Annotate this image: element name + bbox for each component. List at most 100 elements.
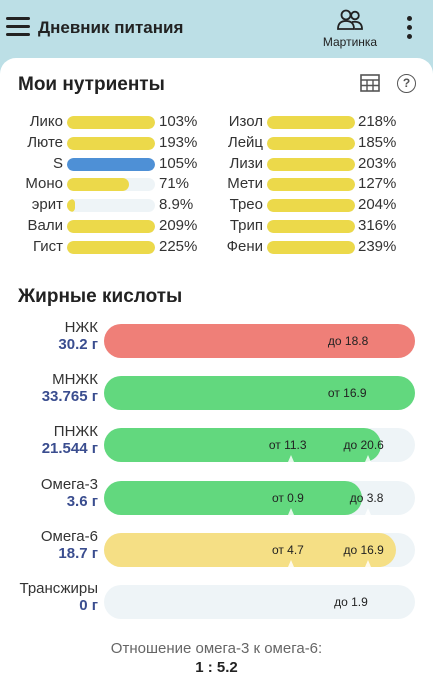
nutrient-name: Лейц: [227, 133, 263, 151]
nutrient-row[interactable]: Трип 316%: [210, 216, 433, 237]
fatty-acid-name: Трансжиры: [19, 580, 99, 597]
nutrient-percent: 209%: [159, 216, 198, 234]
nutrient-bar: [267, 199, 355, 213]
nutrient-row[interactable]: Лико 103%: [0, 112, 210, 133]
nutrient-row[interactable]: Фени 239%: [210, 237, 433, 258]
fatty-acid-bar: от 0.9 до 3.8: [104, 480, 415, 515]
fatty-acid-bar-fill: [104, 376, 415, 411]
nutrient-bar-fill: [67, 157, 155, 171]
nutrient-name: Трип: [229, 216, 263, 234]
fatty-acid-row[interactable]: ПНЖК 21.544 г от 11.3 до 20.6: [0, 423, 433, 471]
nutrient-name: Лизи: [229, 154, 263, 172]
nutrient-row[interactable]: Трео 204%: [210, 195, 433, 216]
more-options-icon[interactable]: [402, 16, 416, 42]
help-icon[interactable]: ?: [397, 74, 416, 93]
nutrient-name: Моно: [25, 175, 63, 193]
nutrient-bar: [67, 116, 155, 129]
fatty-acid-amount: 0 г: [79, 597, 98, 614]
nutrient-bar-fill: [67, 240, 155, 254]
fatty-acid-amount: 18.7 г: [58, 544, 98, 562]
nutrient-name: Трео: [229, 196, 263, 214]
nutrient-name: Мети: [227, 175, 263, 193]
nutrient-name: Изол: [228, 113, 263, 130]
nutrient-bar-fill: [67, 219, 155, 233]
range-marker: [365, 559, 372, 567]
nutrient-bar-fill: [67, 136, 155, 150]
fatty-acid-amount: 30.2 г: [58, 336, 98, 353]
nutrient-percent: 203%: [358, 154, 397, 172]
nutrient-bar: [67, 157, 155, 171]
nutrient-name: Лико: [29, 113, 63, 130]
profile-button[interactable]: Мартинка: [314, 8, 386, 49]
nutrient-bar: [267, 157, 355, 171]
nutrient-bar: [267, 240, 355, 254]
fatty-acid-bar: от 16.9: [104, 376, 415, 411]
fatty-acid-amount: 33.765 г: [41, 388, 98, 406]
range-marker: [287, 455, 294, 463]
fatty-acid-row[interactable]: Омега-3 3.6 г от 0.9 до 3.8: [0, 476, 433, 524]
range-marker: [365, 455, 372, 463]
nutrient-row[interactable]: Гист 225%: [0, 237, 210, 258]
omega-ratio-label: Отношение омега-3 к омега-6:: [110, 640, 323, 657]
range-label: до 1.9: [334, 595, 368, 609]
nutrient-row[interactable]: Вали 209%: [0, 216, 210, 237]
nutrient-bar: [267, 116, 355, 129]
range-label: от 11.3: [268, 438, 307, 453]
fatty-acid-bar: от 4.7 до 16.9: [104, 532, 415, 567]
table-icon[interactable]: [360, 74, 380, 92]
nutrient-name: S: [52, 154, 63, 172]
nutrient-percent: 225%: [159, 237, 198, 255]
nutrient-row[interactable]: Моно 71%: [0, 174, 210, 195]
nutrient-row[interactable]: эрит 8.9%: [0, 195, 210, 216]
nutrient-percent: 127%: [358, 175, 397, 193]
nutrient-bar: [67, 219, 155, 233]
nutrients-right-column: Изол 218% Лейц 185% Лизи 203% Мети 127% Трео 204%…: [210, 112, 433, 258]
range-label: от 16.9: [327, 386, 367, 401]
nutrient-row[interactable]: Изол 218%: [210, 112, 433, 133]
nutrient-row[interactable]: Лейц 185%: [210, 133, 433, 154]
nutrient-bar: [67, 136, 155, 150]
menu-icon[interactable]: [6, 17, 30, 37]
nutrient-bar: [267, 219, 355, 233]
nutrient-percent: 71%: [159, 175, 190, 193]
nutrient-row[interactable]: S 105%: [0, 154, 210, 175]
nutrient-row[interactable]: Люте 193%: [0, 133, 210, 154]
nutrient-name: Фени: [226, 237, 263, 255]
nutrient-bar-fill: [67, 116, 155, 129]
nutrient-name: Люте: [27, 133, 63, 151]
range-label: от 4.7: [271, 542, 304, 557]
nutrient-bar-fill: [67, 178, 130, 192]
fatty-acid-name: МНЖК: [52, 371, 98, 389]
nutrient-bar-fill: [67, 199, 75, 213]
nutrient-percent: 316%: [358, 216, 397, 234]
nutrient-bar: [267, 178, 355, 192]
nutrient-bar-fill: [267, 157, 355, 171]
app-title: Дневник питания: [38, 18, 184, 37]
top-app-bar: Дневник питания Мартинка: [0, 0, 433, 58]
fatty-acid-bar-fill: [104, 428, 381, 463]
nutrient-row[interactable]: Лизи 203%: [210, 154, 433, 175]
nutrient-percent: 193%: [159, 133, 198, 151]
profile-name: Мартинка: [322, 35, 378, 49]
nutrient-percent: 204%: [358, 196, 397, 214]
nutrient-bar-fill: [267, 116, 355, 129]
fatty-acid-name: Омега-6: [40, 527, 98, 545]
range-label: от 0.9: [271, 490, 304, 505]
nutrient-row[interactable]: Мети 127%: [210, 174, 433, 195]
nutrient-percent: 8.9%: [159, 196, 194, 214]
fatty-acid-row[interactable]: НЖК 30.2 г до 18.8: [0, 319, 433, 367]
fatty-acid-row[interactable]: МНЖК 33.765 г от 16.9: [0, 371, 433, 419]
nutrient-bar: [267, 136, 355, 150]
fatty-acid-row[interactable]: Омега-6 18.7 г от 4.7 до 16.9: [0, 528, 433, 576]
range-label: до 16.9: [343, 542, 384, 557]
nutrient-percent: 103%: [159, 113, 198, 130]
range-label: до 20.6: [343, 438, 384, 453]
fatty-acid-row[interactable]: Трансжиры 0 г до 1.9: [0, 580, 433, 628]
nutrient-bar: [67, 199, 155, 213]
nutrient-name: Вали: [27, 216, 63, 234]
omega-ratio-value: 1 : 5.2: [195, 659, 238, 676]
fatty-acids-section-title: Жирные кислоты: [18, 286, 183, 307]
range-marker: [287, 559, 294, 567]
range-label: до 18.8: [327, 334, 369, 348]
fatty-acid-name: НЖК: [64, 319, 98, 336]
